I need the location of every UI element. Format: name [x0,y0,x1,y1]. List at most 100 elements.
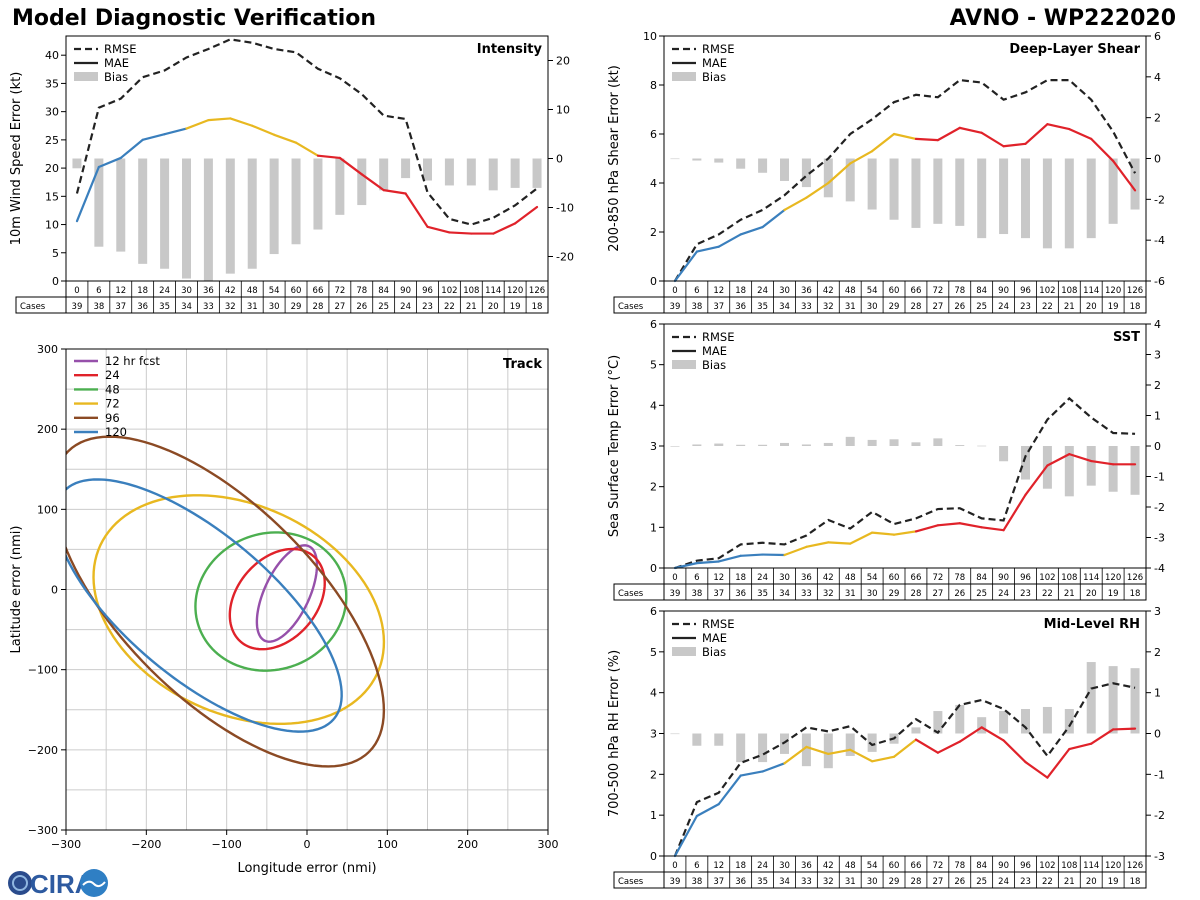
y2-tick-label: -3 [1154,532,1165,545]
cases-row-frame [613,871,1147,889]
bias-bar [94,158,104,247]
hour-label: 126 [1127,286,1143,296]
mae-line-segment [849,531,874,545]
mae-line-segment [739,553,764,557]
panel-title: Mid-Level RH [1044,617,1140,632]
bias-bar [1108,446,1118,492]
hour-label: 102 [1039,286,1055,296]
y-tick-label: 100 [37,503,58,516]
case-count: 21 [1064,589,1075,599]
bias-bar [466,158,476,186]
track-ellipse [255,544,319,643]
bias-bar [823,442,833,446]
case-count: 36 [137,302,148,312]
mae-line-segment [229,117,254,127]
hour-label: 114 [1083,861,1099,871]
case-count: 25 [378,302,389,312]
y-tick-label: 300 [37,343,58,356]
mae-line-segment [1002,493,1027,532]
hour-label: 42 [225,286,236,296]
hour-label: 84 [976,573,987,583]
cases-row-frame [613,583,1147,601]
mae-line-segment [958,522,983,529]
y-tick-label: 0 [650,850,657,863]
bias-bar [999,158,1009,235]
y-tick-label: 15 [45,190,59,203]
bias-bar [1021,709,1030,734]
hour-label: 90 [998,573,1009,583]
legend-rmse-label: RMSE [702,330,734,344]
case-count: 38 [691,589,702,599]
bias-bar [444,158,454,186]
y-tick-label: 20 [45,162,59,175]
case-count: 34 [181,302,192,312]
y-tick-label: 30 [45,106,59,119]
mae-line-segment [936,522,961,527]
hour-label: 12 [713,286,724,296]
bias-bar [1130,668,1140,734]
case-count: 38 [691,877,702,887]
mae-line-segment [958,726,983,743]
case-count: 32 [823,302,834,312]
mae-line-segment [1068,128,1093,140]
y2-tick-label: -1 [1154,471,1165,484]
y2-tick-label: 2 [1154,646,1161,659]
mae-line-segment [360,173,385,192]
mae-line-segment [673,562,698,570]
y-tick-label: 2 [650,481,657,494]
mae-line-segment [426,225,451,234]
mae-line-segment [1002,739,1027,764]
y-axis-label: Latitude error (nmi) [9,526,24,654]
bias-bar [182,158,191,279]
hour-label: 48 [845,573,856,583]
case-count: 36 [735,589,746,599]
case-count: 25 [976,302,987,312]
mae-line-segment [892,530,918,536]
bias-bar [1064,709,1074,734]
y2-tick-label: -4 [1154,234,1165,247]
y-tick-label: 2 [650,226,657,239]
track-panel: −300−300 −200 −200 −100 −100 0 0 100 100 200 200 30… [9,343,559,876]
y2-tick-label: -4 [1154,562,1165,575]
case-count: 28 [911,302,922,312]
hour-label: 54 [867,573,878,583]
bias-bar [1064,446,1074,497]
mae-line-segment [492,222,517,235]
mae-line-segment [119,138,144,160]
case-count: 27 [334,302,345,312]
mae-line-segment [849,748,874,763]
mae-line-segment [739,770,764,777]
bias-bar [313,158,323,230]
bias-bar [1108,158,1118,224]
bias-bar [889,158,899,220]
y-tick-label: 0 [650,562,657,575]
mae-line-segment [1090,459,1115,466]
case-count: 28 [313,302,324,312]
case-count: 30 [269,302,280,312]
seal-wave-icon [82,880,106,888]
case-count: 21 [1064,302,1075,312]
hour-label: 72 [932,861,943,871]
mae-line-segment [761,762,786,773]
mae-line-segment [207,117,232,122]
globe-icon [8,871,32,895]
bias-bar [977,158,987,239]
legend-label: 48 [105,382,120,396]
case-count: 33 [203,302,214,312]
bias-bar [1064,158,1074,249]
legend-label: 96 [105,411,120,425]
hour-label: 102 [1039,861,1055,871]
panel-title: Deep-Layer Shear [1009,42,1140,57]
hour-label: 120 [1105,861,1121,871]
bias-bar [823,733,833,769]
mae-line-segment [673,814,698,858]
bias-bar [977,445,987,447]
y-axis-label: 10m Wind Speed Error (kt) [9,72,24,246]
y2-tick-label: 0 [1154,153,1161,166]
bias-bar [911,158,921,228]
hour-label: 96 [422,286,433,296]
bias-bar [1130,158,1140,210]
y2-tick-label: 4 [1154,71,1161,84]
